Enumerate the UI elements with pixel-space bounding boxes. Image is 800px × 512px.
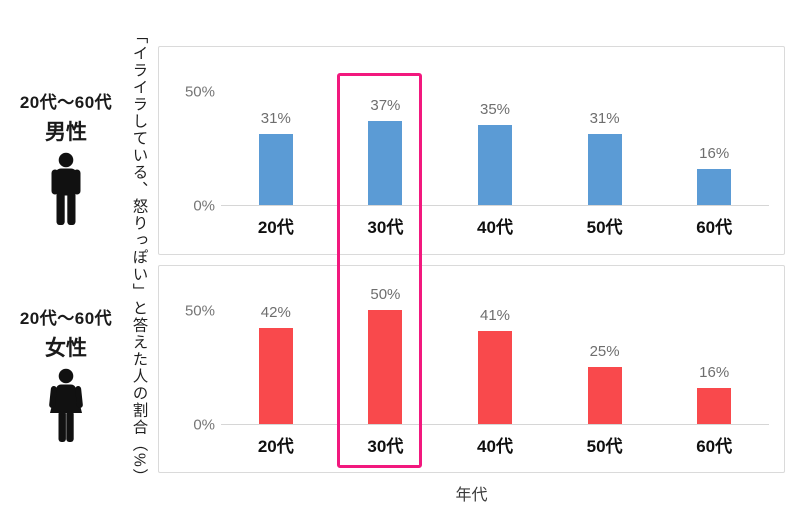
female-age-range: 20代〜60代 xyxy=(19,309,113,328)
bar-value-label: 31% xyxy=(589,110,620,127)
bar-value-label: 31% xyxy=(260,110,291,127)
bar-value-label: 37% xyxy=(370,97,401,114)
bar xyxy=(697,169,732,205)
bar-value-label: 50% xyxy=(370,286,401,303)
female-gender-label: 女性 xyxy=(45,337,87,360)
ytick-0: 0% xyxy=(193,197,215,215)
x-axis-line xyxy=(221,205,769,206)
y-axis-title: 「イライラしている、怒りっぽい」と答えた人の割合（%） xyxy=(130,28,148,486)
woman-icon xyxy=(49,368,83,442)
female-chart-panel: 50% 0% 42% 20代 50% 30代 41% 40代 25% 50代 16% 60代 xyxy=(158,265,785,473)
x-axis-line xyxy=(221,424,769,425)
man-icon xyxy=(51,152,81,225)
bar xyxy=(478,125,512,205)
bar-value-label: 16% xyxy=(699,145,730,162)
x-axis-title: 年代 xyxy=(455,487,488,504)
bar-category-label: 50代 xyxy=(586,218,623,237)
bar-category-label: 30代 xyxy=(367,437,404,456)
male-gender-label: 男性 xyxy=(45,121,87,144)
bar-category-label: 40代 xyxy=(477,437,513,456)
bar xyxy=(478,331,512,424)
bar-category-label: 50代 xyxy=(586,437,623,456)
female-group-label: 20代〜60代 女性 xyxy=(0,304,132,444)
ytick-0: 0% xyxy=(193,416,215,434)
male-chart-panel: 50% 0% 31% 20代 37% 30代 35% 40代 31% 50代 16% 60代 xyxy=(158,46,785,255)
bar-category-label: 60代 xyxy=(696,218,733,237)
bar-value-label: 41% xyxy=(479,307,511,324)
bar-value-label: 42% xyxy=(260,304,291,321)
male-age-range: 20代〜60代 xyxy=(19,93,113,112)
ytick-50: 50% xyxy=(184,83,215,101)
bar xyxy=(697,388,732,424)
bar xyxy=(368,310,403,424)
bar xyxy=(368,121,403,205)
bar-value-label: 25% xyxy=(589,343,620,360)
bar-value-label: 16% xyxy=(699,364,730,381)
bar-value-label: 35% xyxy=(479,101,511,118)
bar-category-label: 60代 xyxy=(696,437,733,456)
bar xyxy=(587,367,622,424)
bar-category-label: 20代 xyxy=(257,437,294,456)
ytick-50: 50% xyxy=(184,302,215,320)
bar xyxy=(587,134,622,205)
bar-category-label: 30代 xyxy=(367,218,404,237)
bar-category-label: 20代 xyxy=(257,218,294,237)
bar-category-label: 40代 xyxy=(477,218,513,237)
male-group-label: 20代〜60代 男性 xyxy=(0,88,132,226)
bar xyxy=(258,328,293,424)
bar xyxy=(258,134,293,205)
